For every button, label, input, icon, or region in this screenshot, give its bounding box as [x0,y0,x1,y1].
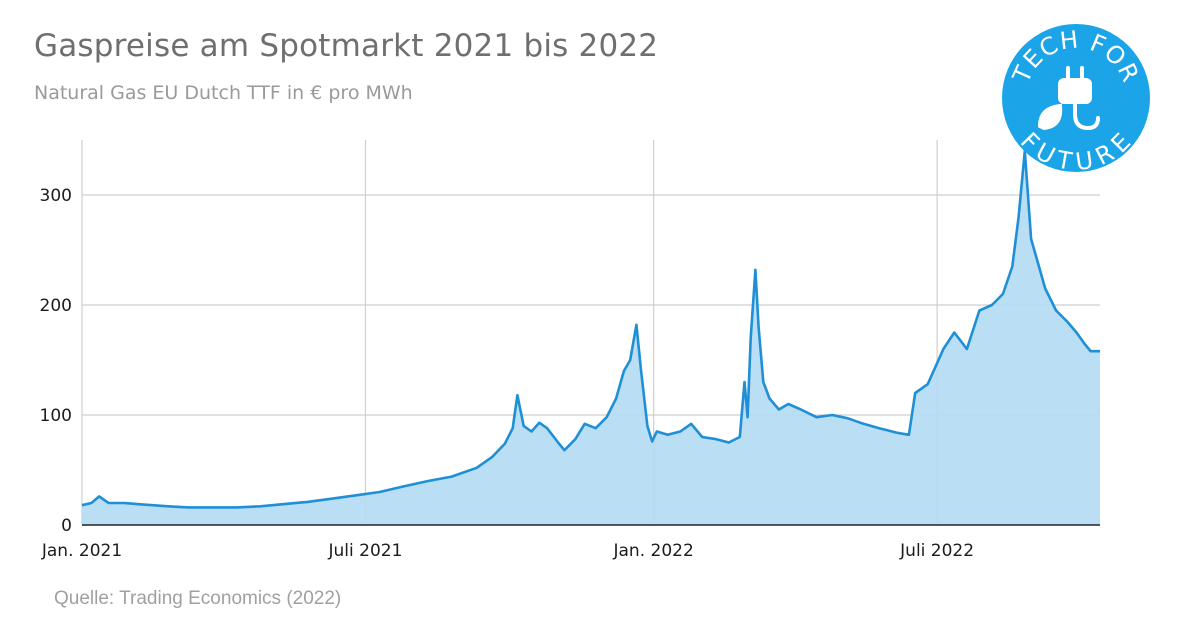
y-tick-label: 100 [40,406,72,426]
source-note: Quelle: Trading Economics (2022) [54,588,342,609]
x-tick-label: Juli 2021 [328,541,403,561]
chart-title: Gaspreise am Spotmarkt 2021 bis 2022 [34,28,659,64]
x-tick-label: Jan. 2022 [613,541,694,561]
chart-subtitle: Natural Gas EU Dutch TTF in € pro MWh [34,82,413,104]
plug-leaf-icon [1037,66,1100,131]
area-fill [82,151,1100,525]
x-tick-label: Jan. 2021 [41,541,122,561]
y-tick-label: 0 [61,516,72,536]
series-line [81,149,1100,509]
tech-for-future-logo: TECH FOR FUTURE [1000,22,1152,176]
y-tick-label: 300 [40,186,72,206]
x-tick-label: Juli 2022 [899,541,974,561]
y-tick-label: 200 [40,296,72,316]
axis-layer: 0 100 200 300 Jan. 2021 Juli 2021 Jan. 2022 Jul… [40,186,1100,561]
